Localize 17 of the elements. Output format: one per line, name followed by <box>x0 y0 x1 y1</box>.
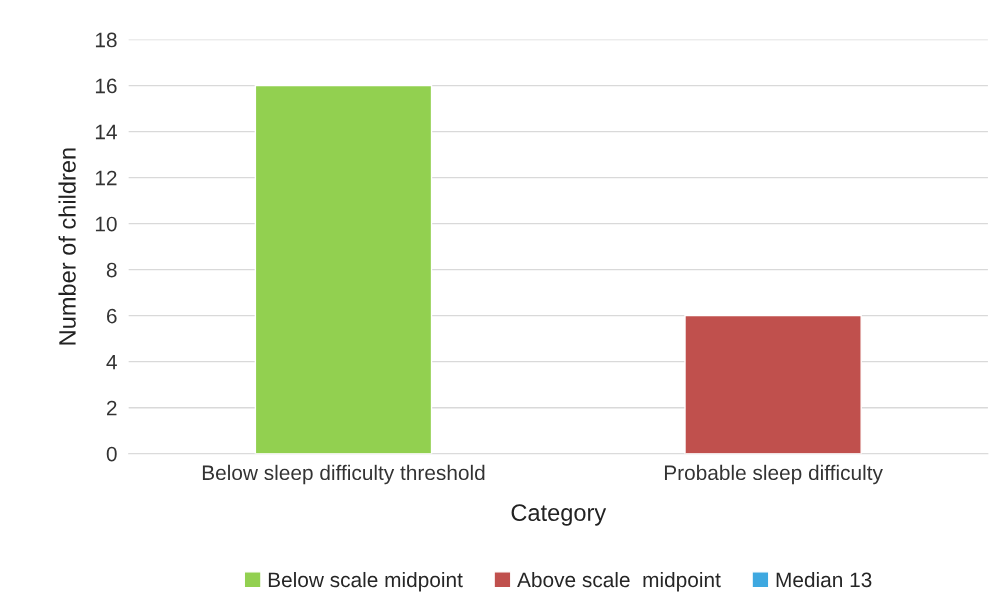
x-axis-title: Category <box>511 504 607 526</box>
y-tick-label: 12 <box>95 170 117 186</box>
y-axis-title: Number of children <box>58 148 76 345</box>
legend-label: Below scale midpoint <box>268 571 463 592</box>
y-tick-label: 18 <box>95 32 117 48</box>
x-tick-label: Probable sleep difficulty <box>664 464 883 485</box>
legend-label: Median 13 <box>776 571 872 588</box>
x-tick-label: Below sleep difficulty threshold <box>202 464 485 485</box>
legend-label: Above scale midpoint <box>517 571 721 592</box>
y-tick-label: 14 <box>95 124 117 140</box>
y-tick-label: 0 <box>106 446 117 462</box>
y-tick-label: 16 <box>95 78 117 94</box>
y-tick-label: 6 <box>107 308 117 324</box>
y-tick-label: 8 <box>106 262 117 278</box>
y-tick-label: 4 <box>106 354 117 370</box>
y-tick-label: 2 <box>106 400 117 416</box>
y-tick-label: 10 <box>95 216 117 232</box>
